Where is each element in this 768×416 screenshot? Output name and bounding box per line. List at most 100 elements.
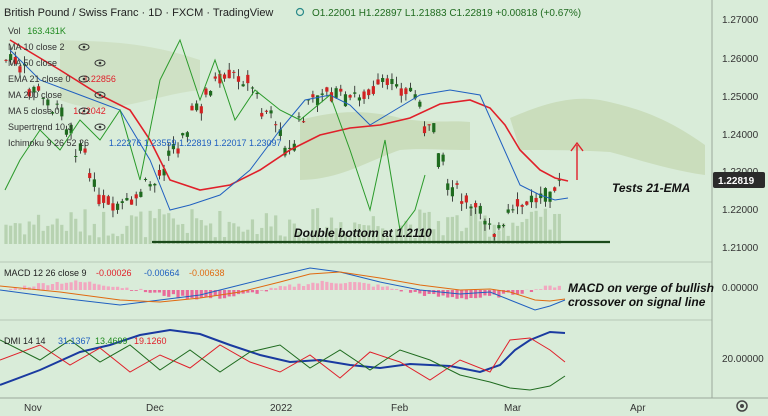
macd-histogram-bar bbox=[376, 284, 380, 290]
macd-value: -0.00664 bbox=[144, 268, 180, 278]
macd-histogram-bar bbox=[367, 283, 371, 290]
eye-icon[interactable] bbox=[94, 59, 106, 67]
macd-histogram-bar bbox=[46, 285, 50, 290]
time-tick: Dec bbox=[146, 403, 164, 414]
macd-histogram-bar bbox=[501, 290, 506, 294]
macd-histogram-bar bbox=[362, 282, 366, 290]
candle-body bbox=[246, 74, 250, 84]
volume-bar bbox=[157, 208, 162, 244]
eye-icon[interactable] bbox=[78, 43, 90, 51]
volume-bar bbox=[534, 210, 538, 244]
candle-body bbox=[106, 196, 110, 205]
indicator-label[interactable]: Supertrend 10 3 bbox=[8, 122, 73, 132]
macd-histogram-bar bbox=[274, 288, 278, 290]
volume-bar bbox=[55, 218, 59, 244]
candle-body bbox=[325, 87, 329, 92]
volume-bar bbox=[260, 227, 264, 244]
volume-bar bbox=[134, 216, 138, 244]
candle-body bbox=[315, 95, 320, 106]
time-tick: Mar bbox=[504, 403, 522, 414]
macd-histogram-bar bbox=[288, 284, 292, 290]
candle-body bbox=[55, 103, 59, 105]
macd-panel[interactable] bbox=[0, 262, 712, 320]
macd-histogram-bar bbox=[213, 290, 217, 296]
indicator-label[interactable]: Ichimoku 9 26 52 26 bbox=[8, 138, 89, 148]
volume-bar bbox=[9, 225, 13, 244]
macd-histogram-bar bbox=[264, 290, 268, 292]
candle-body bbox=[64, 129, 69, 135]
gear-icon[interactable] bbox=[736, 400, 748, 412]
candle-body bbox=[404, 88, 408, 95]
macd-histogram-bar bbox=[176, 290, 180, 299]
macd-histogram-bar bbox=[539, 289, 543, 290]
candle-body bbox=[422, 126, 427, 134]
volume-bar bbox=[209, 223, 213, 244]
volume-bar bbox=[474, 208, 478, 244]
volume-bar bbox=[478, 221, 482, 244]
macd-histogram-bar bbox=[50, 284, 55, 290]
ema-21-line bbox=[9, 39, 569, 191]
indicator-label[interactable]: MA 5 close 0 bbox=[8, 106, 60, 116]
volume-bar bbox=[464, 227, 468, 244]
volume-bar bbox=[450, 216, 454, 244]
macd-histogram-bar bbox=[325, 281, 329, 290]
candle-body bbox=[441, 154, 445, 162]
volume-bar bbox=[283, 236, 287, 244]
macd-histogram-bar bbox=[418, 290, 422, 294]
macd-histogram-bar bbox=[153, 290, 157, 293]
eye-icon[interactable] bbox=[78, 107, 90, 115]
candle-body bbox=[134, 194, 138, 199]
volume-bar bbox=[69, 212, 73, 244]
candle-body bbox=[450, 187, 454, 197]
eye-icon[interactable] bbox=[94, 123, 106, 131]
candle-body bbox=[148, 184, 152, 187]
candle-body bbox=[264, 110, 268, 112]
macd-histogram-bar bbox=[427, 290, 431, 294]
macd-histogram-bar bbox=[13, 287, 17, 290]
market-status-icon bbox=[295, 7, 305, 17]
volume-bar bbox=[213, 237, 217, 244]
indicator-label[interactable]: Vol bbox=[8, 26, 21, 36]
volume-bar bbox=[4, 224, 8, 244]
candle-body bbox=[357, 97, 361, 101]
eye-icon[interactable] bbox=[78, 75, 90, 83]
macd-histogram-bar bbox=[143, 290, 148, 293]
dmi-label[interactable]: DMI 14 14 bbox=[4, 336, 46, 346]
macd-histogram-bar bbox=[74, 280, 78, 290]
macd-histogram-bar bbox=[534, 289, 538, 290]
volume-bar bbox=[32, 224, 36, 244]
candle-body bbox=[83, 148, 87, 153]
eye-icon[interactable] bbox=[94, 91, 106, 99]
macd-axis-tick: 0.00000 bbox=[722, 283, 759, 294]
candle-body bbox=[153, 183, 157, 186]
macd-histogram-bar bbox=[488, 290, 492, 296]
macd-histogram-bar bbox=[209, 290, 213, 299]
macd-histogram-bar bbox=[395, 289, 399, 290]
candle-body bbox=[236, 76, 241, 82]
candle-body bbox=[260, 112, 264, 117]
dmi-panel[interactable] bbox=[0, 320, 712, 398]
macd-histogram-bar bbox=[171, 290, 175, 295]
volume-bar bbox=[46, 225, 50, 244]
dmi-value: 13.4699 bbox=[95, 336, 128, 346]
indicator-legend[interactable]: Vol 163.431K MA 10 close 2 MA 50 close EMA 2… bbox=[8, 26, 282, 148]
indicator-value: 1.22276 1.23559 1.22819 1.22017 1.23097 bbox=[109, 138, 282, 148]
volume-bar bbox=[362, 225, 366, 244]
volume-bar bbox=[171, 218, 175, 244]
volume-bar bbox=[343, 233, 348, 244]
macd-histogram-bar bbox=[297, 283, 301, 290]
indicator-label[interactable]: MA 50 close bbox=[8, 58, 57, 68]
symbol-title[interactable]: British Pound / Swiss Franc · 1D · FXCM … bbox=[4, 7, 273, 19]
macd-label[interactable]: MACD 12 26 close 9 bbox=[4, 268, 87, 278]
indicator-label[interactable]: MA 200 close bbox=[8, 90, 62, 100]
macd-histogram-bar bbox=[83, 282, 87, 290]
candle-body bbox=[241, 84, 245, 87]
macd-histogram-bar bbox=[269, 287, 273, 290]
time-tick: Nov bbox=[24, 403, 42, 414]
candle-body bbox=[492, 234, 496, 237]
indicator-label[interactable]: MA 10 close 2 bbox=[8, 42, 65, 52]
indicator-label[interactable]: EMA 21 close 0 bbox=[8, 74, 71, 84]
candle-body bbox=[139, 191, 143, 197]
annotation-double-bottom: Double bottom at 1.2110 bbox=[294, 226, 432, 240]
